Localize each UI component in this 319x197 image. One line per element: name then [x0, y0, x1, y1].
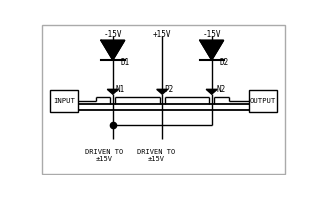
Polygon shape [107, 89, 118, 94]
FancyBboxPatch shape [249, 90, 277, 112]
Text: -15V: -15V [104, 31, 122, 39]
Text: D1: D1 [120, 58, 130, 67]
Text: DRIVEN TO
±15V: DRIVEN TO ±15V [85, 149, 123, 162]
Text: -15V: -15V [203, 31, 221, 39]
Text: INPUT: INPUT [53, 98, 75, 104]
Polygon shape [206, 89, 217, 94]
Polygon shape [101, 40, 125, 60]
Polygon shape [200, 40, 224, 60]
Text: D2: D2 [219, 58, 228, 67]
Text: +15V: +15V [153, 31, 172, 39]
FancyBboxPatch shape [42, 25, 285, 174]
FancyBboxPatch shape [50, 90, 78, 112]
Polygon shape [157, 89, 168, 94]
Text: P2: P2 [165, 85, 174, 94]
Text: DRIVEN TO
±15V: DRIVEN TO ±15V [137, 149, 175, 162]
Text: OUTPUT: OUTPUT [250, 98, 276, 104]
Text: N1: N1 [115, 85, 124, 94]
Text: N2: N2 [217, 85, 226, 94]
